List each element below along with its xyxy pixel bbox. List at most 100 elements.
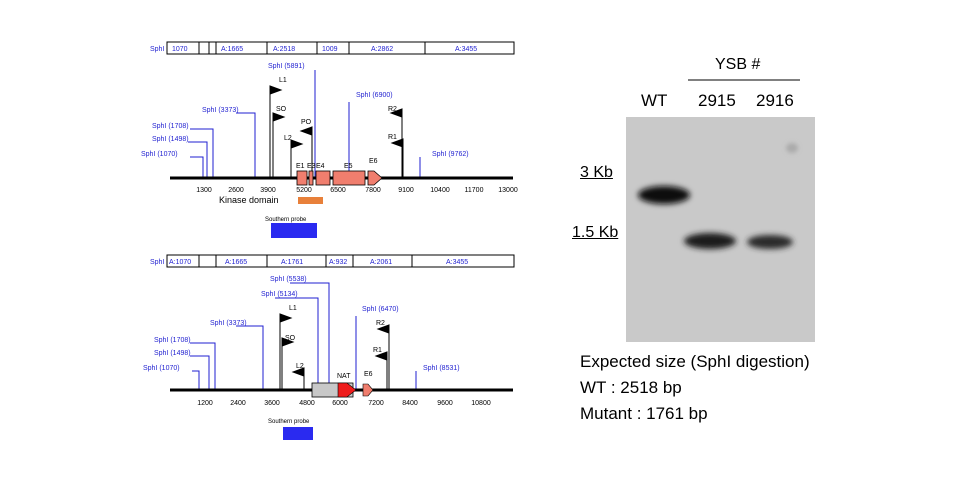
wt-primer-label: R1	[388, 134, 397, 141]
wt-tick-label: 11700	[465, 187, 484, 194]
wt-bar-label: 1070	[172, 46, 188, 53]
mutant-map: SphI A:1070 A:1665 A:1761 A:932 A:2061 A…	[143, 254, 515, 440]
wt-site-label: SphI (1498)	[152, 136, 189, 143]
band-wt	[638, 186, 690, 204]
expected-size-mutant: Mutant : 1761 bp	[580, 404, 708, 423]
lane-label-2916: 2916	[756, 91, 794, 110]
mut-primer-label: R2	[376, 320, 385, 327]
wt-axis: 1300 2600 3900 5200 6500 7800 9100 10400…	[196, 187, 518, 194]
wt-site-label: SphI (1708)	[152, 123, 189, 130]
mut-site-label: SphI (5134)	[261, 291, 298, 298]
mut-exon-e6	[362, 383, 374, 397]
wt-tick-label: 5200	[296, 187, 312, 194]
expected-size-title: Expected size (SphI digestion)	[580, 352, 810, 371]
mut-tick-label: 3600	[264, 400, 280, 407]
mut-southern-probe	[283, 427, 313, 440]
mut-bar-label: A:2061	[370, 259, 392, 266]
nat-arrow	[337, 382, 357, 398]
wt-site-label: SphI (1070)	[141, 151, 178, 158]
wt-bar-label: SphI	[150, 46, 164, 53]
wt-exon-label: E5	[344, 163, 353, 170]
mut-site-label: SphI (1498)	[154, 350, 191, 357]
wt-tick-label: 3900	[260, 187, 276, 194]
wt-primer-label: L1	[279, 77, 287, 84]
gel-image	[626, 79, 815, 342]
wt-sphi-sites	[188, 70, 421, 178]
mut-axis: 1200 2400 3600 4800 6000 7200 8400 9600 …	[197, 400, 491, 407]
wt-site-label: SphI (9762)	[432, 151, 469, 158]
expected-size-wt: WT : 2518 bp	[580, 378, 682, 397]
wt-primer-arrows	[269, 85, 404, 178]
wt-site-label: SphI (6900)	[356, 92, 393, 99]
wt-exon-label: E3	[307, 163, 316, 170]
wt-bar-label: A:2862	[371, 46, 393, 53]
wt-tick-label: 9100	[398, 187, 414, 194]
mut-primer-label: L2	[296, 363, 304, 370]
wt-restriction-bar: SphI 1070 A:1665 A:2518 1009 A:2862 A:34…	[150, 41, 515, 55]
mut-bar-label: A:1761	[281, 259, 303, 266]
mut-bar-label: A:1665	[225, 259, 247, 266]
mut-bar-label: SphI	[150, 259, 164, 266]
wt-tick-label: 1300	[196, 187, 212, 194]
wt-bar-label: 1009	[322, 46, 338, 53]
wt-exon-label: E6	[369, 158, 378, 165]
mut-exon-label: E6	[364, 371, 373, 378]
mut-tick-label: 2400	[230, 400, 246, 407]
lane-label-2915: 2915	[698, 91, 736, 110]
wt-site-label: SphI (5891)	[268, 63, 305, 70]
mut-tick-label: 7200	[368, 400, 384, 407]
mut-bar-label: A:3455	[446, 259, 468, 266]
mut-primer-label: L1	[289, 305, 297, 312]
gel-membrane	[626, 117, 815, 342]
mut-tick-label: 1200	[197, 400, 213, 407]
wt-primer-label: L2	[284, 135, 292, 142]
wt-bar-label: A:3455	[455, 46, 477, 53]
ysb-group-label: YSB #	[715, 56, 761, 73]
mut-tick-label: 4800	[299, 400, 315, 407]
mut-site-label: SphI (1070)	[143, 365, 180, 372]
wt-exon-label: E1	[296, 163, 305, 170]
kinase-domain-bar	[298, 197, 323, 204]
wt-site-label: SphI (3373)	[202, 107, 239, 114]
mut-site-label: SphI (8531)	[423, 365, 460, 372]
marker-3kb: 3 Kb	[580, 164, 613, 181]
mut-primer-arrows	[279, 313, 390, 390]
wt-bar-label: A:1665	[221, 46, 243, 53]
mut-bar-label: A:1070	[169, 259, 191, 266]
marker-1-5kb: 1.5 Kb	[572, 224, 619, 241]
mut-bar-label: A:932	[329, 259, 347, 266]
wt-tick-label: 10400	[430, 187, 450, 194]
nat-label: NAT	[337, 373, 351, 380]
wt-primer-label: PO	[301, 119, 312, 126]
lane-label-wt: WT	[641, 91, 668, 110]
wt-map: SphI 1070 A:1665 A:2518 1009 A:2862 A:34…	[141, 41, 518, 238]
wt-tick-label: 2600	[228, 187, 244, 194]
kinase-domain-label: Kinase domain	[219, 195, 279, 205]
band-2915	[684, 233, 736, 249]
wt-bar-label: A:2518	[273, 46, 295, 53]
mut-site-label: SphI (6470)	[362, 306, 399, 313]
mut-tick-label: 10800	[471, 400, 491, 407]
wt-tick-label: 7800	[365, 187, 381, 194]
wt-tick-label: 6500	[330, 187, 346, 194]
wt-exon-label: E4	[316, 163, 325, 170]
mut-site-label: SphI (5538)	[270, 276, 307, 283]
mut-tick-label: 9600	[437, 400, 453, 407]
mut-primer-label: R1	[373, 347, 382, 354]
wt-southern-probe	[271, 223, 317, 238]
band-2916	[747, 235, 793, 249]
mut-sphi-sites	[190, 282, 417, 390]
mut-site-label: SphI (3373)	[210, 320, 247, 327]
wt-probe-label: Southern probe	[265, 217, 307, 223]
mut-probe-label: Southern probe	[268, 419, 310, 425]
mut-primer-label: SO	[285, 335, 296, 342]
wt-primer-label: SO	[276, 106, 287, 113]
mut-restriction-bar: SphI A:1070 A:1665 A:1761 A:932 A:2061 A…	[150, 254, 515, 268]
mut-site-label: SphI (1708)	[154, 337, 191, 344]
wt-tick-label: 13000	[498, 187, 518, 194]
wt-primer-label: R2	[388, 106, 397, 113]
mut-tick-label: 8400	[402, 400, 418, 407]
wt-exons	[296, 170, 383, 186]
mut-tick-label: 6000	[332, 400, 348, 407]
